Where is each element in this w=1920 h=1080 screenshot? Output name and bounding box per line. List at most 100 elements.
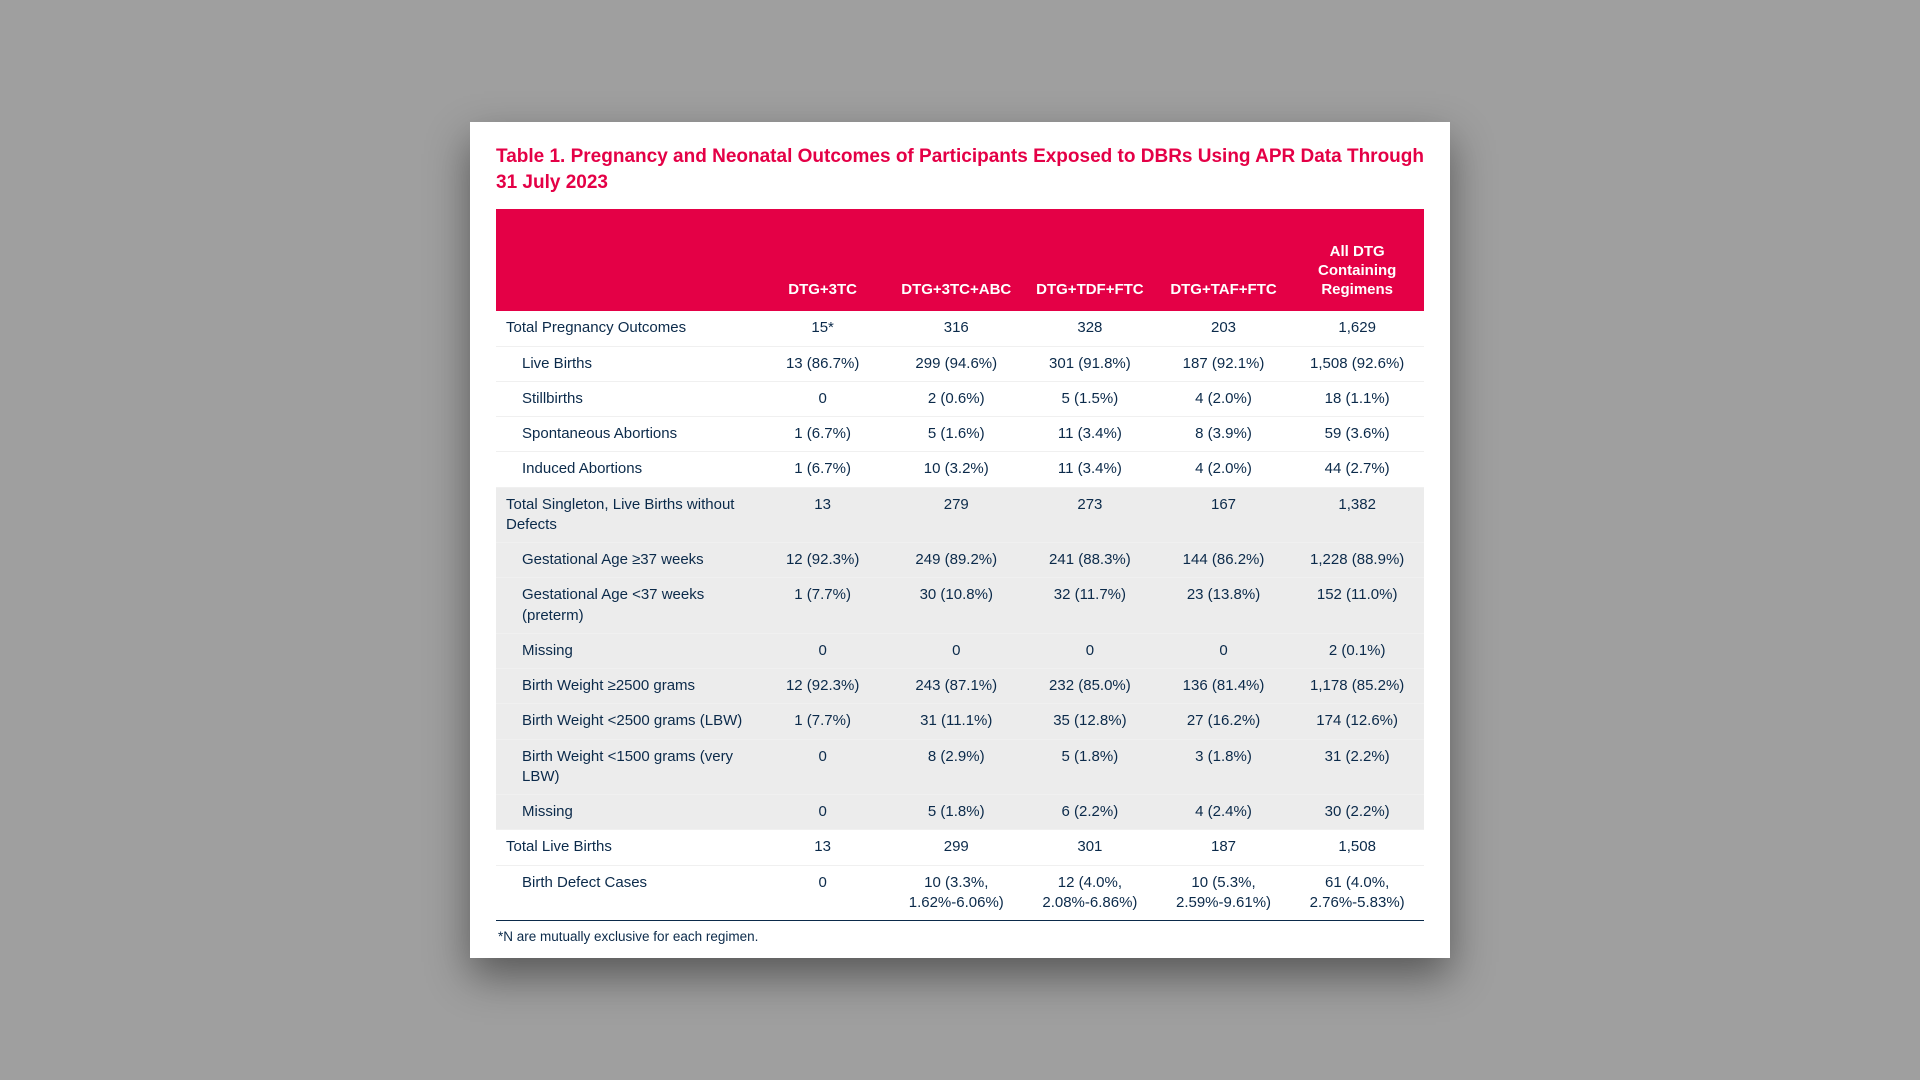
- row-label: Birth Weight ≥2500 grams: [496, 669, 756, 704]
- table-row: Birth Defect Cases010 (3.3%, 1.62%-6.06%…: [496, 865, 1424, 921]
- cell: 301 (91.8%): [1023, 346, 1157, 381]
- cell: 0: [756, 739, 890, 795]
- cell: 1 (6.7%): [756, 452, 890, 487]
- row-label: Induced Abortions: [496, 452, 756, 487]
- cell: 1,228 (88.9%): [1290, 543, 1424, 578]
- cell: 13 (86.7%): [756, 346, 890, 381]
- cell: 4 (2.0%): [1157, 452, 1291, 487]
- table-row: Spontaneous Abortions1 (6.7%)5 (1.6%)11 …: [496, 417, 1424, 452]
- table-row: Gestational Age ≥37 weeks12 (92.3%)249 (…: [496, 543, 1424, 578]
- cell: 4 (2.4%): [1157, 795, 1291, 830]
- cell: 44 (2.7%): [1290, 452, 1424, 487]
- table-row: Birth Weight ≥2500 grams12 (92.3%)243 (8…: [496, 669, 1424, 704]
- cell: 0: [756, 633, 890, 668]
- row-label: Gestational Age <37 weeks (preterm): [496, 578, 756, 634]
- cell: 11 (3.4%): [1023, 452, 1157, 487]
- row-label: Gestational Age ≥37 weeks: [496, 543, 756, 578]
- row-label: Total Pregnancy Outcomes: [496, 311, 756, 346]
- table-row: Total Singleton, Live Births without Def…: [496, 487, 1424, 543]
- cell: 299: [889, 830, 1023, 865]
- cell: 12 (92.3%): [756, 669, 890, 704]
- cell: 243 (87.1%): [889, 669, 1023, 704]
- cell: 6 (2.2%): [1023, 795, 1157, 830]
- table-card: Table 1. Pregnancy and Neonatal Outcomes…: [470, 122, 1450, 958]
- header-blank: [496, 209, 756, 311]
- cell: 30 (10.8%): [889, 578, 1023, 634]
- cell: 136 (81.4%): [1157, 669, 1291, 704]
- cell: 13: [756, 487, 890, 543]
- cell: 1,508: [1290, 830, 1424, 865]
- cell: 18 (1.1%): [1290, 381, 1424, 416]
- table-row: Birth Weight <2500 grams (LBW)1 (7.7%)31…: [496, 704, 1424, 739]
- row-label: Birth Weight <2500 grams (LBW): [496, 704, 756, 739]
- cell: 144 (86.2%): [1157, 543, 1291, 578]
- cell: 299 (94.6%): [889, 346, 1023, 381]
- cell: 0: [756, 795, 890, 830]
- cell: 232 (85.0%): [1023, 669, 1157, 704]
- col-header: DTG+3TC: [756, 209, 890, 311]
- cell: 35 (12.8%): [1023, 704, 1157, 739]
- table-row: Birth Weight <1500 grams (very LBW)08 (2…: [496, 739, 1424, 795]
- cell: 61 (4.0%, 2.76%-5.83%): [1290, 865, 1424, 921]
- cell: 1,629: [1290, 311, 1424, 346]
- cell: 11 (3.4%): [1023, 417, 1157, 452]
- table-body: Total Pregnancy Outcomes15*3163282031,62…: [496, 311, 1424, 920]
- table-footnote: *N are mutually exclusive for each regim…: [496, 921, 1424, 944]
- col-header: DTG+TAF+FTC: [1157, 209, 1291, 311]
- cell: 31 (2.2%): [1290, 739, 1424, 795]
- cell: 23 (13.8%): [1157, 578, 1291, 634]
- cell: 5 (1.6%): [889, 417, 1023, 452]
- cell: 31 (11.1%): [889, 704, 1023, 739]
- cell: 328: [1023, 311, 1157, 346]
- row-label: Spontaneous Abortions: [496, 417, 756, 452]
- col-header: All DTG Containing Regimens: [1290, 209, 1424, 311]
- header-row: DTG+3TC DTG+3TC+ABC DTG+TDF+FTC DTG+TAF+…: [496, 209, 1424, 311]
- row-label: Stillbirths: [496, 381, 756, 416]
- table-row: Live Births13 (86.7%)299 (94.6%)301 (91.…: [496, 346, 1424, 381]
- cell: 27 (16.2%): [1157, 704, 1291, 739]
- cell: 8 (2.9%): [889, 739, 1023, 795]
- data-table: DTG+3TC DTG+3TC+ABC DTG+TDF+FTC DTG+TAF+…: [496, 209, 1424, 921]
- cell: 12 (4.0%, 2.08%-6.86%): [1023, 865, 1157, 921]
- cell: 5 (1.8%): [1023, 739, 1157, 795]
- table-row: Missing00002 (0.1%): [496, 633, 1424, 668]
- cell: 15*: [756, 311, 890, 346]
- table-row: Induced Abortions1 (6.7%)10 (3.2%)11 (3.…: [496, 452, 1424, 487]
- cell: 187 (92.1%): [1157, 346, 1291, 381]
- cell: 0: [756, 381, 890, 416]
- table-row: Total Pregnancy Outcomes15*3163282031,62…: [496, 311, 1424, 346]
- cell: 1 (7.7%): [756, 704, 890, 739]
- cell: 0: [1023, 633, 1157, 668]
- cell: 5 (1.5%): [1023, 381, 1157, 416]
- cell: 4 (2.0%): [1157, 381, 1291, 416]
- row-label: Total Live Births: [496, 830, 756, 865]
- cell: 0: [889, 633, 1023, 668]
- cell: 279: [889, 487, 1023, 543]
- cell: 241 (88.3%): [1023, 543, 1157, 578]
- cell: 1,508 (92.6%): [1290, 346, 1424, 381]
- cell: 10 (3.2%): [889, 452, 1023, 487]
- cell: 249 (89.2%): [889, 543, 1023, 578]
- cell: 273: [1023, 487, 1157, 543]
- cell: 13: [756, 830, 890, 865]
- table-row: Stillbirths02 (0.6%)5 (1.5%)4 (2.0%)18 (…: [496, 381, 1424, 416]
- row-label: Total Singleton, Live Births without Def…: [496, 487, 756, 543]
- col-header: DTG+TDF+FTC: [1023, 209, 1157, 311]
- cell: 10 (3.3%, 1.62%-6.06%): [889, 865, 1023, 921]
- cell: 2 (0.6%): [889, 381, 1023, 416]
- table-title: Table 1. Pregnancy and Neonatal Outcomes…: [496, 144, 1424, 195]
- cell: 167: [1157, 487, 1291, 543]
- cell: 1 (6.7%): [756, 417, 890, 452]
- cell: 187: [1157, 830, 1291, 865]
- cell: 1,178 (85.2%): [1290, 669, 1424, 704]
- row-label: Birth Weight <1500 grams (very LBW): [496, 739, 756, 795]
- col-header: DTG+3TC+ABC: [889, 209, 1023, 311]
- cell: 2 (0.1%): [1290, 633, 1424, 668]
- cell: 301: [1023, 830, 1157, 865]
- cell: 59 (3.6%): [1290, 417, 1424, 452]
- cell: 12 (92.3%): [756, 543, 890, 578]
- cell: 203: [1157, 311, 1291, 346]
- cell: 152 (11.0%): [1290, 578, 1424, 634]
- cell: 3 (1.8%): [1157, 739, 1291, 795]
- cell: 32 (11.7%): [1023, 578, 1157, 634]
